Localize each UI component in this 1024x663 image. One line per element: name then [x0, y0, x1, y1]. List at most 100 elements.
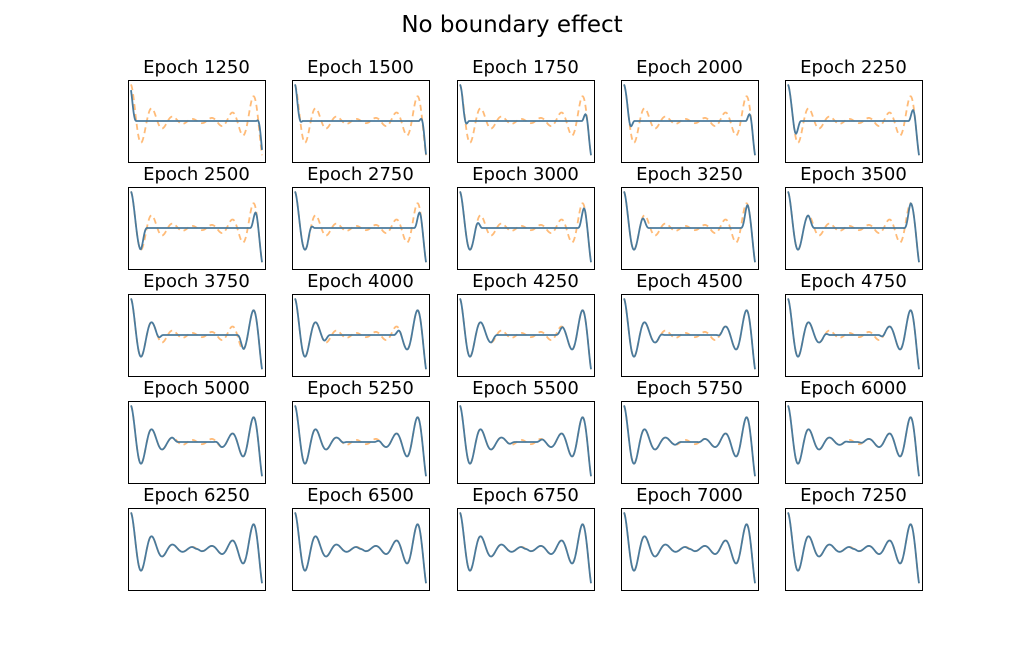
panel-title: Epoch 5500 — [472, 378, 579, 399]
panel-15: Epoch 4750 — [785, 271, 923, 377]
target-line — [787, 191, 920, 263]
panel-grid: Epoch 1250 Epoch 1500 Epoch 1750 Epoch 2000… — [128, 57, 923, 591]
figure-title: No boundary effect — [401, 12, 622, 38]
panel-frame — [621, 187, 759, 270]
prediction-line — [787, 191, 920, 263]
panel-frame — [128, 401, 266, 484]
target-line — [130, 405, 263, 477]
target-line — [623, 512, 756, 584]
prediction-line — [294, 84, 427, 155]
panel-11: Epoch 3750 — [128, 271, 266, 377]
panel-frame — [785, 294, 923, 377]
panel-24: Epoch 7000 — [621, 485, 759, 591]
target-line — [130, 84, 263, 156]
panel-frame — [785, 508, 923, 591]
target-line — [294, 191, 427, 263]
prediction-line — [623, 405, 756, 477]
panel-23: Epoch 6750 — [457, 485, 595, 591]
panel-frame — [292, 80, 430, 163]
panel-frame — [621, 508, 759, 591]
prediction-line — [787, 405, 920, 477]
target-line — [623, 84, 756, 156]
panel-9: Epoch 3250 — [621, 164, 759, 270]
panel-title: Epoch 4500 — [636, 271, 743, 292]
target-line — [130, 298, 263, 370]
panel-21: Epoch 6250 — [128, 485, 266, 591]
panel-title: Epoch 2250 — [800, 57, 907, 78]
target-line — [623, 191, 756, 263]
panel-title: Epoch 3500 — [800, 164, 907, 185]
prediction-line — [459, 405, 592, 477]
prediction-line — [623, 84, 756, 156]
prediction-line — [294, 512, 427, 584]
prediction-line — [623, 191, 756, 263]
panel-16: Epoch 5000 — [128, 378, 266, 484]
panel-frame — [128, 187, 266, 270]
prediction-line — [787, 84, 920, 156]
prediction-line — [459, 512, 592, 584]
panel-title: Epoch 3000 — [472, 164, 579, 185]
prediction-line — [459, 191, 592, 263]
panel-frame — [128, 294, 266, 377]
target-line — [294, 84, 427, 156]
target-line — [787, 84, 920, 156]
target-line — [459, 298, 592, 370]
panel-frame — [457, 508, 595, 591]
panel-frame — [292, 508, 430, 591]
panel-title: Epoch 2000 — [636, 57, 743, 78]
prediction-line — [130, 191, 263, 263]
panel-title: Epoch 5250 — [307, 378, 414, 399]
target-line — [623, 298, 756, 370]
panel-title: Epoch 4250 — [472, 271, 579, 292]
panel-title: Epoch 4000 — [307, 271, 414, 292]
panel-19: Epoch 5750 — [621, 378, 759, 484]
target-line — [623, 405, 756, 477]
panel-title: Epoch 6250 — [143, 485, 250, 506]
panel-title: Epoch 2750 — [307, 164, 414, 185]
panel-frame — [621, 294, 759, 377]
target-line — [787, 512, 920, 584]
panel-frame — [292, 187, 430, 270]
panel-title: Epoch 4750 — [800, 271, 907, 292]
target-line — [787, 405, 920, 477]
panel-1: Epoch 1250 — [128, 57, 266, 163]
target-line — [294, 298, 427, 370]
panel-frame — [457, 187, 595, 270]
panel-25: Epoch 7250 — [785, 485, 923, 591]
target-line — [787, 298, 920, 370]
panel-title: Epoch 3250 — [636, 164, 743, 185]
panel-title: Epoch 5750 — [636, 378, 743, 399]
prediction-line — [623, 512, 756, 584]
prediction-line — [294, 298, 427, 370]
panel-frame — [785, 187, 923, 270]
panel-title: Epoch 7000 — [636, 485, 743, 506]
panel-7: Epoch 2750 — [292, 164, 430, 270]
panel-4: Epoch 2000 — [621, 57, 759, 163]
panel-17: Epoch 5250 — [292, 378, 430, 484]
prediction-line — [294, 405, 427, 477]
panel-frame — [457, 80, 595, 163]
panel-20: Epoch 6000 — [785, 378, 923, 484]
target-line — [294, 512, 427, 584]
panel-title: Epoch 6500 — [307, 485, 414, 506]
panel-12: Epoch 4000 — [292, 271, 430, 377]
panel-title: Epoch 2500 — [143, 164, 250, 185]
target-line — [294, 405, 427, 477]
panel-frame — [292, 294, 430, 377]
panel-title: Epoch 1250 — [143, 57, 250, 78]
panel-frame — [457, 294, 595, 377]
target-line — [459, 405, 592, 477]
prediction-line — [130, 405, 263, 477]
panel-frame — [128, 508, 266, 591]
panel-frame — [621, 401, 759, 484]
panel-13: Epoch 4250 — [457, 271, 595, 377]
prediction-line — [623, 298, 756, 370]
prediction-line — [294, 191, 427, 263]
panel-frame — [457, 401, 595, 484]
panel-frame — [785, 80, 923, 163]
target-line — [459, 191, 592, 263]
prediction-line — [130, 89, 263, 150]
panel-8: Epoch 3000 — [457, 164, 595, 270]
prediction-line — [130, 298, 263, 370]
